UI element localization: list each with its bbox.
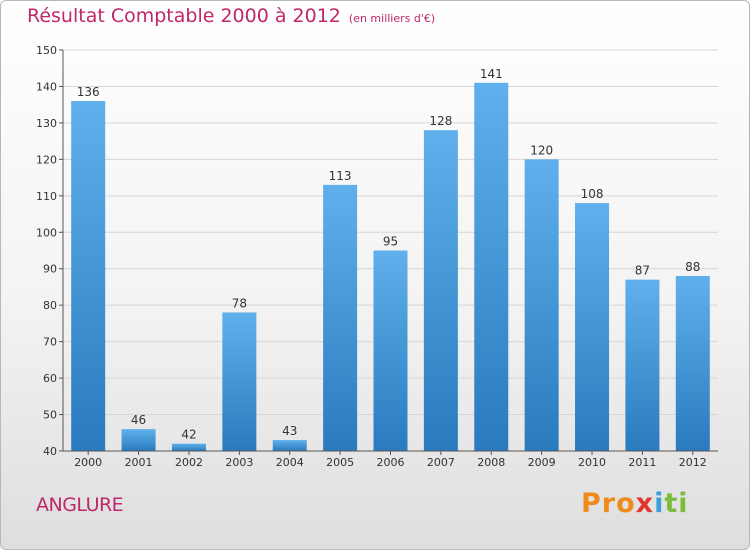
y-tick-label: 110 bbox=[36, 190, 57, 203]
x-tick-label-2009: 2009 bbox=[528, 456, 556, 469]
city-name: ANGLURE bbox=[36, 494, 124, 516]
y-tick-label: 90 bbox=[43, 263, 57, 276]
value-label-2004: 43 bbox=[282, 424, 297, 438]
bar-2000 bbox=[71, 101, 106, 451]
x-tick-label-2003: 2003 bbox=[225, 456, 253, 469]
value-label-2012: 88 bbox=[685, 260, 700, 274]
bar-2010 bbox=[575, 203, 610, 451]
x-tick-label-2004: 2004 bbox=[276, 456, 304, 469]
y-tick-label: 150 bbox=[36, 44, 57, 57]
y-tick-label: 40 bbox=[43, 445, 57, 458]
value-label-2005: 113 bbox=[329, 169, 352, 183]
bar-2006 bbox=[373, 250, 408, 451]
x-tick-label-2008: 2008 bbox=[477, 456, 505, 469]
chart-title: Résultat Comptable 2000 à 2012 (en millie… bbox=[27, 5, 435, 27]
value-label-2000: 136 bbox=[77, 85, 100, 99]
x-tick-label-2007: 2007 bbox=[427, 456, 455, 469]
y-tick-label: 120 bbox=[36, 153, 57, 166]
y-tick-label: 60 bbox=[43, 372, 57, 385]
logo-part-4: ti bbox=[664, 488, 689, 519]
value-label-2003: 78 bbox=[232, 296, 247, 310]
bar-2002 bbox=[171, 443, 206, 451]
value-label-2007: 128 bbox=[429, 114, 452, 128]
value-label-2010: 108 bbox=[581, 187, 604, 201]
value-label-2001: 46 bbox=[131, 413, 146, 427]
y-tick-label: 130 bbox=[36, 117, 57, 130]
value-label-2006: 95 bbox=[383, 235, 398, 249]
bar-2012 bbox=[675, 276, 710, 451]
y-tick-label: 70 bbox=[43, 336, 57, 349]
bar-2001 bbox=[121, 429, 156, 451]
bar-2003 bbox=[222, 312, 257, 451]
x-tick-label-2002: 2002 bbox=[175, 456, 203, 469]
proxiti-logo: Proxiti bbox=[581, 488, 689, 519]
x-tick-label-2005: 2005 bbox=[326, 456, 354, 469]
value-label-2011: 87 bbox=[635, 264, 650, 278]
x-tick-label-2001: 2001 bbox=[125, 456, 153, 469]
y-tick-label: 140 bbox=[36, 80, 57, 93]
chart-title-text: Résultat Comptable 2000 à 2012 bbox=[27, 5, 341, 27]
value-label-2002: 42 bbox=[181, 428, 196, 442]
bar-2007 bbox=[423, 130, 458, 451]
x-tick-label-2010: 2010 bbox=[578, 456, 606, 469]
value-label-2009: 120 bbox=[530, 143, 553, 157]
bar-2004 bbox=[272, 440, 307, 451]
bar-2008 bbox=[474, 82, 509, 452]
y-tick-label: 100 bbox=[36, 226, 57, 239]
logo-part-3: i bbox=[654, 488, 665, 519]
x-tick-label-2000: 2000 bbox=[74, 456, 102, 469]
bar-2011 bbox=[625, 279, 660, 451]
chart-unit: (en milliers d'€) bbox=[348, 12, 436, 25]
y-tick-label: 50 bbox=[43, 409, 57, 422]
x-tick-label-2012: 2012 bbox=[679, 456, 707, 469]
x-tick-label-2011: 2011 bbox=[628, 456, 656, 469]
logo-part-2: x bbox=[635, 488, 655, 519]
value-label-2008: 141 bbox=[480, 67, 503, 81]
logo-part-1: Pro bbox=[581, 488, 636, 519]
x-tick-label-2006: 2006 bbox=[377, 456, 405, 469]
bar-2009 bbox=[524, 159, 559, 451]
bar-2005 bbox=[323, 184, 358, 451]
y-tick-label: 80 bbox=[43, 299, 57, 312]
